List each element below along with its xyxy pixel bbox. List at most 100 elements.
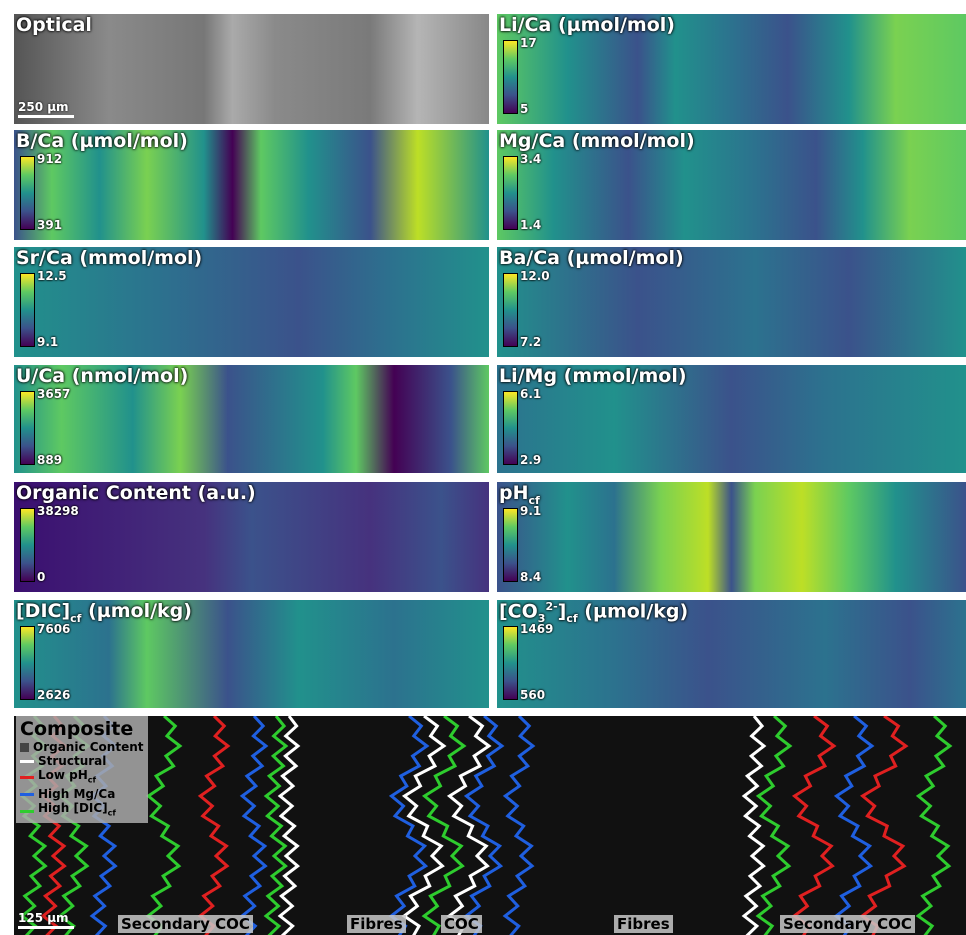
colorbar-min: 1.4 xyxy=(520,218,541,232)
title-part: Organic Content (a.u.) xyxy=(16,482,256,504)
title-part: Ba/Ca (µmol/mol) xyxy=(499,247,684,269)
title-part: Mg/Ca (mmol/mol) xyxy=(499,130,695,152)
colorbar-max: 6.1 xyxy=(520,387,541,401)
outline xyxy=(794,716,834,935)
colorbar xyxy=(20,626,35,700)
colorbar xyxy=(503,273,518,347)
colorbar xyxy=(503,508,518,582)
region-label: Secondary COC xyxy=(118,915,253,933)
legend-label: Structural xyxy=(38,754,106,768)
scale-label: 250 µm xyxy=(18,100,74,114)
map-panel: Optical 250 µm xyxy=(14,14,489,124)
legend-swatch xyxy=(20,743,29,752)
map-panel: Organic Content (a.u.)38298 0 xyxy=(14,482,489,592)
title-part: Organic Content xyxy=(33,740,144,754)
colorbar xyxy=(503,40,518,114)
title-part: (µmol/kg) xyxy=(578,600,689,622)
colorbar-min: 0 xyxy=(37,570,45,584)
title-part: (µmol/kg) xyxy=(81,600,192,622)
scale-bar: 250 µm xyxy=(18,100,74,118)
colorbar xyxy=(20,391,35,465)
scale-label: 125 µm xyxy=(18,911,74,925)
map-panel: Li/Mg (mmol/mol)6.1 2.9 xyxy=(497,365,966,473)
title-part: Li/Ca (µmol/mol) xyxy=(499,14,675,36)
colorbar-max: 9.1 xyxy=(520,504,541,518)
outline xyxy=(148,716,180,935)
outline xyxy=(758,716,790,935)
title-part: cf xyxy=(70,612,81,625)
legend-entry: Structural xyxy=(20,754,144,768)
colorbar-max: 38298 xyxy=(37,504,79,518)
colorbar-min: 391 xyxy=(37,218,62,232)
colorbar-max: 3657 xyxy=(37,387,70,401)
colorbar-max: 7606 xyxy=(37,622,70,636)
map-panel: Mg/Ca (mmol/mol)3.4 1.4 xyxy=(497,130,966,240)
panel-title: Organic Content (a.u.) xyxy=(16,482,256,504)
map-panel: Li/Ca (µmol/mol)17 5 xyxy=(497,14,966,124)
title-part: pH xyxy=(499,482,529,504)
panel-title: Ba/Ca (µmol/mol) xyxy=(499,247,684,269)
title-part: cf xyxy=(566,612,577,625)
panel-title: Sr/Ca (mmol/mol) xyxy=(16,247,202,269)
outline xyxy=(242,716,266,935)
legend-label: Low pHcf xyxy=(38,768,96,787)
scale-line xyxy=(18,926,74,929)
title-part: Sr/Ca (mmol/mol) xyxy=(16,247,202,269)
panel-title: Mg/Ca (mmol/mol) xyxy=(499,130,695,152)
colorbar xyxy=(503,391,518,465)
region-label: COC xyxy=(441,915,482,933)
colorbar-min: 8.4 xyxy=(520,570,541,584)
panel-title: Li/Mg (mmol/mol) xyxy=(499,365,687,387)
legend-swatch xyxy=(20,760,34,763)
colorbar-min: 5 xyxy=(520,102,528,116)
legend-swatch xyxy=(20,793,34,796)
colorbar-min: 2.9 xyxy=(520,453,541,467)
outline xyxy=(918,716,950,935)
colorbar xyxy=(20,156,35,230)
title-part: Li/Mg (mmol/mol) xyxy=(499,365,687,387)
map-panel: B/Ca (µmol/mol)912391 xyxy=(14,130,489,240)
title-part: Optical xyxy=(16,14,92,36)
legend-entry: Organic Content xyxy=(20,740,144,754)
colorbar xyxy=(20,273,35,347)
colorbar xyxy=(503,626,518,700)
legend-entry: Low pHcf xyxy=(20,768,144,787)
map-panel: [CO32-]cf (µmol/kg)1469560 xyxy=(497,600,966,708)
legend-entry: High [DIC]cf xyxy=(20,801,144,820)
title-part: Low pH xyxy=(38,768,88,782)
colorbar-max: 17 xyxy=(520,36,537,50)
region-label: Secondary COC xyxy=(780,915,915,933)
colorbar-max: 3.4 xyxy=(520,152,541,166)
panel-title: B/Ca (µmol/mol) xyxy=(16,130,188,152)
colorbar xyxy=(503,156,518,230)
outline xyxy=(449,716,489,935)
outline xyxy=(391,716,427,935)
legend-label: High [DIC]cf xyxy=(38,801,116,820)
legend-swatch xyxy=(20,810,34,813)
legend-swatch xyxy=(20,776,34,779)
title-part: [CO xyxy=(499,600,538,622)
legend-entry: High Mg/Ca xyxy=(20,787,144,801)
outline xyxy=(505,716,533,935)
colorbar xyxy=(20,508,35,582)
panel-title: U/Ca (nmol/mol) xyxy=(16,365,188,387)
colorbar-min: 889 xyxy=(37,453,62,467)
title-part: cf xyxy=(88,775,96,784)
panel-title: Li/Ca (µmol/mol) xyxy=(499,14,675,36)
colorbar-min: 9.1 xyxy=(37,335,58,349)
panel-title: Optical xyxy=(16,14,92,36)
colorbar-min: 560 xyxy=(520,688,545,702)
colorbar-min: 7.2 xyxy=(520,335,541,349)
region-label: Fibres xyxy=(614,915,673,933)
composite-title: Composite xyxy=(20,718,144,740)
title-part: 2- xyxy=(545,600,557,613)
composite-outlines xyxy=(14,716,966,935)
title-part: High [DIC] xyxy=(38,801,108,815)
colorbar-max: 1469 xyxy=(520,622,553,636)
